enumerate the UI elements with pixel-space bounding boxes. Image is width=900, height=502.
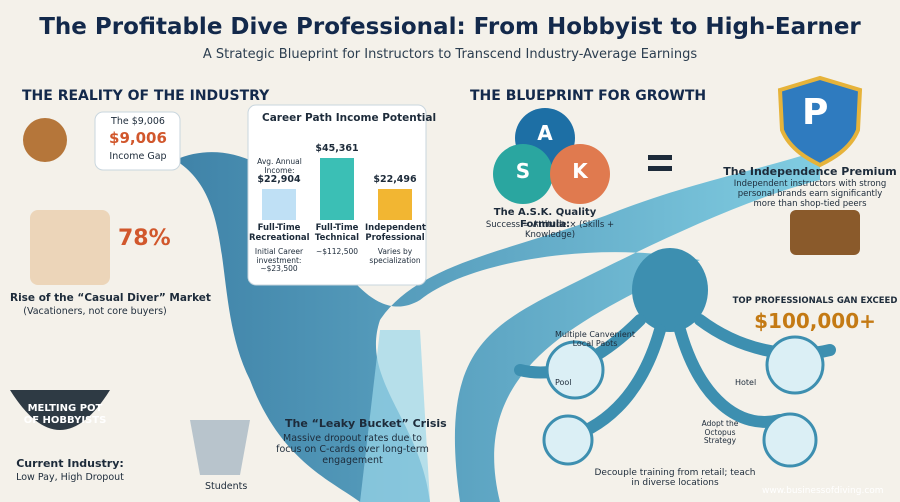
- octopus-note: Decouple training from retail; teach in …: [594, 468, 756, 489]
- ask-letter: K: [572, 159, 588, 183]
- gap-line: The $9,006: [111, 116, 165, 127]
- category-label: Independent Professional: [365, 223, 426, 243]
- subtitle: A Strategic Blueprint for Instructors to…: [202, 47, 698, 62]
- value-label: $22,496: [373, 174, 417, 186]
- title: The Profitable Dive Professional: From H…: [39, 14, 861, 40]
- pool-label: Pool: [555, 378, 572, 387]
- note: ~$112,500: [315, 247, 359, 256]
- bar: [320, 158, 354, 220]
- premium-badge: P: [802, 92, 829, 133]
- bar: [378, 189, 412, 220]
- gap-amount: $9,006: [109, 129, 167, 147]
- category-label: Full-Time Recreational: [249, 223, 310, 243]
- top-amount: $100,000+: [754, 309, 876, 333]
- ask-letter: A: [537, 121, 553, 145]
- pot-label: MELTING POT OF HOBBYISTS: [23, 403, 107, 426]
- section-heading: THE REALITY OF THE INDUSTRY: [22, 88, 270, 104]
- pools-label: Multiple Canvenient Local Paots: [555, 330, 635, 349]
- premium-note: Independent instructors with strong pers…: [733, 179, 887, 209]
- pot-title: Current Industry:: [16, 457, 124, 470]
- top-label: TOP PROFESSIONALS GAN EXCEED: [732, 296, 898, 306]
- ask-letter: S: [515, 159, 531, 183]
- ask-formula: Success = Attitude × (Skills + Knowledge…: [485, 220, 615, 240]
- value-label: $22,904: [257, 173, 301, 185]
- premium-title: The Independence Premium: [723, 165, 897, 178]
- value-caption: Avg. Annual Income:: [257, 157, 302, 175]
- hotel-label: Hotel: [735, 378, 757, 387]
- note: Varies by specialization: [369, 247, 421, 265]
- casual-note: (Vacationers, not core buyers): [23, 306, 167, 317]
- bar: [262, 188, 296, 220]
- strategy-label: Adopt the Octopus Strategy: [701, 419, 739, 446]
- footer-url: www.businessofdiving.com: [762, 486, 884, 496]
- casual-title: Rise of the “Casual Diver” Market: [10, 292, 211, 304]
- section-heading: THE BLUEPRINT FOR GROWTH: [470, 88, 707, 104]
- bucket-note: Massive dropout rates due to focus on C-…: [276, 433, 429, 466]
- bucket-title: The “Leaky Bucket” Crisis: [285, 417, 447, 430]
- value-label: $45,361: [315, 143, 359, 154]
- pot-note: Low Pay, High Dropout: [16, 472, 124, 483]
- chart-plot: $22,904 $45,361 $22,496 Avg. Annual Income:: [250, 140, 424, 220]
- chart-title: Career Path Income Potential: [262, 112, 437, 124]
- gap-label: Income Gap: [109, 151, 167, 162]
- category-label: Full-Time Technical: [314, 223, 360, 243]
- students-label: Students: [205, 481, 248, 492]
- ask-title: The A.S.K. Quality Formula:: [493, 207, 597, 230]
- note: Initial Career investment: ~$23,500: [254, 247, 304, 274]
- percent: 78%: [118, 226, 171, 251]
